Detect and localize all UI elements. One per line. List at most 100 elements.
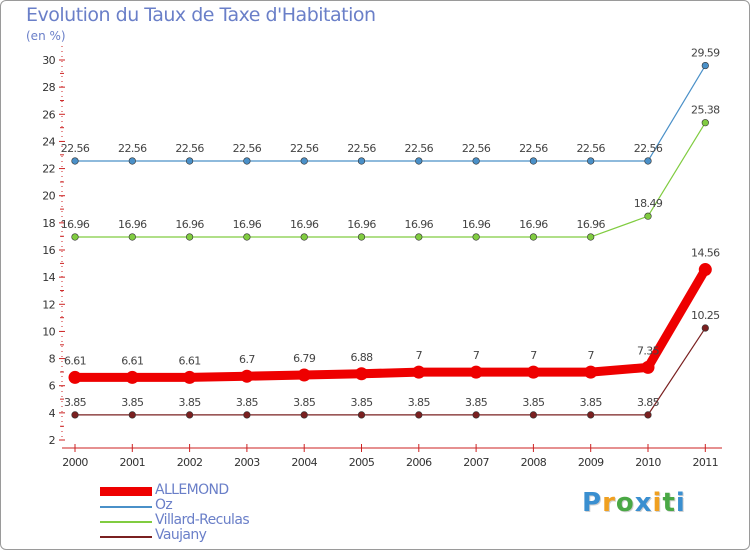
data-point: [183, 370, 197, 384]
data-point: [128, 233, 136, 241]
data-point: [243, 411, 251, 419]
data-point: [300, 411, 308, 419]
data-point: [529, 411, 538, 419]
data-label: 16.96: [233, 218, 262, 231]
data-point: [641, 360, 655, 374]
data-label: 6.88: [350, 351, 373, 364]
x-tick-label: 2009: [578, 456, 604, 469]
data-label: 22.56: [634, 142, 663, 155]
x-tick-label: 2010: [635, 456, 661, 469]
x-tick-label: 2004: [291, 456, 317, 469]
data-label: 3.85: [293, 396, 316, 409]
y-tick-label: 18: [42, 217, 55, 230]
series-vaujany: [71, 324, 709, 419]
data-point: [357, 233, 366, 241]
proxiti-logo: Proxiti: [582, 488, 686, 518]
series-line: [70, 265, 710, 382]
chart-title: Evolution du Taux de Taxe d'Habitation: [26, 4, 376, 26]
legend-label: Vaujany: [155, 527, 207, 543]
series-allemond: [68, 263, 712, 384]
data-point: [587, 233, 595, 241]
data-label: 10.25: [691, 309, 720, 322]
series-villard-reculas: [71, 119, 709, 241]
data-label: 16.96: [347, 218, 376, 231]
data-point: [71, 411, 79, 419]
data-label: 3.85: [522, 396, 545, 409]
data-point: [412, 365, 426, 379]
data-label: 6.61: [179, 354, 201, 367]
data-point: [587, 157, 595, 165]
data-point: [300, 157, 308, 165]
legend-swatch: [100, 536, 152, 538]
series-line: [74, 122, 706, 238]
data-label: 6.61: [121, 354, 143, 367]
data-label: 16.96: [405, 218, 434, 231]
y-tick-label: 30: [42, 54, 55, 67]
data-label: 7: [473, 349, 480, 362]
y-tick-label: 22: [42, 163, 55, 176]
y-tick-label: 26: [42, 108, 55, 121]
data-point: [68, 370, 82, 384]
data-label: 3.85: [350, 396, 373, 409]
data-point: [186, 233, 194, 241]
data-point: [644, 212, 652, 220]
data-point: [701, 61, 709, 70]
data-point: [71, 157, 79, 165]
data-label: 3.85: [465, 396, 488, 409]
data-label: 3.85: [121, 396, 144, 409]
data-label: 16.96: [462, 218, 491, 231]
data-point: [243, 157, 251, 165]
data-label: 22.56: [405, 142, 434, 155]
data-point: [701, 119, 709, 127]
data-label: 22.56: [175, 142, 204, 155]
y-tick-label: 14: [42, 271, 55, 284]
data-label-layer: 22.56 22.56 22.56 22.56 22.56 22.56 22.56 22.56…: [61, 47, 721, 409]
data-point: [415, 411, 423, 419]
data-label: 7: [587, 349, 594, 362]
data-label: 29.59: [691, 47, 720, 60]
y-unit-label: (en %): [26, 29, 66, 43]
legend-label: Villard-Reculas: [155, 512, 250, 528]
data-point: [355, 367, 368, 381]
legend-label: Oz: [155, 497, 173, 513]
data-label: 3.85: [637, 396, 660, 409]
series-line: [74, 327, 706, 416]
data-label: 18.49: [634, 197, 663, 210]
data-label: 3.85: [64, 396, 87, 409]
data-point: [357, 411, 366, 419]
data-label: 14.56: [691, 247, 720, 260]
y-tick-label: 4: [49, 407, 56, 420]
data-point: [415, 157, 423, 165]
data-label: 16.96: [519, 218, 548, 231]
series-layer: [68, 61, 712, 419]
data-point: [128, 411, 136, 419]
data-point: [644, 157, 652, 165]
data-label: 22.56: [233, 142, 262, 155]
y-tick-label: 28: [42, 81, 55, 94]
y-tick-label: 8: [49, 353, 56, 366]
x-tick-label: 2007: [463, 456, 489, 469]
data-point: [243, 233, 251, 241]
data-label: 16.96: [61, 218, 90, 231]
data-point: [587, 411, 595, 419]
data-label: 16.96: [290, 218, 319, 231]
data-point: [644, 411, 652, 419]
data-label: 3.85: [580, 396, 603, 409]
series-line: [74, 64, 706, 162]
data-point: [297, 368, 311, 382]
data-point: [415, 233, 423, 241]
data-point: [469, 365, 483, 379]
legend-swatch: [100, 521, 152, 523]
data-label: 22.56: [462, 142, 491, 155]
data-point: [529, 157, 538, 165]
y-tick-label: 24: [42, 135, 55, 148]
data-label: 3.85: [408, 396, 431, 409]
data-point: [472, 411, 480, 419]
data-point: [186, 411, 194, 419]
x-tick-label: 2001: [119, 456, 145, 469]
data-label: 6.79: [293, 352, 316, 365]
x-tick-label: 2002: [177, 456, 203, 469]
legend-label: ALLEMOND: [155, 482, 229, 498]
x-tick-label: 2003: [234, 456, 260, 469]
